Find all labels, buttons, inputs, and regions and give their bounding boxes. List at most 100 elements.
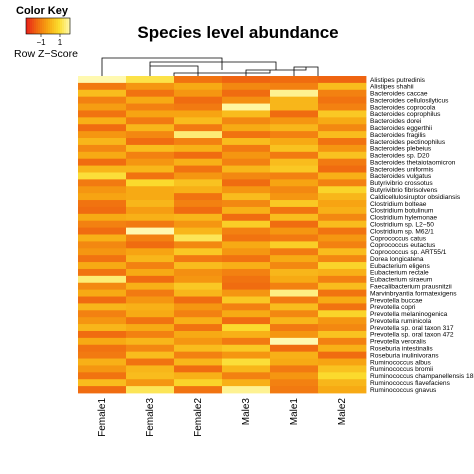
heatmap-cell [78, 76, 127, 84]
heatmap-cell [318, 82, 367, 91]
row-label: Prevotella melaninogenica [370, 311, 448, 318]
heatmap-cell [318, 200, 367, 208]
heatmap-cell [318, 268, 367, 277]
heatmap-cell [270, 317, 319, 325]
heatmap-cell [222, 124, 271, 132]
heatmap-cell [78, 220, 127, 229]
heatmap-cell [174, 138, 223, 146]
heatmap-cell [270, 200, 319, 208]
heatmap-cell [126, 262, 175, 270]
heatmap-cell [222, 275, 271, 284]
row-label: Caldicellulosiruptor obsidiansis [370, 194, 461, 201]
heatmap-cell [222, 289, 271, 297]
heatmap-cell [78, 193, 127, 201]
heatmap-cell [126, 158, 175, 166]
heatmap-cell [174, 158, 223, 166]
heatmap-cell [174, 213, 223, 222]
heatmap-cell [174, 330, 223, 339]
heatmap-cell [174, 289, 223, 297]
heatmap-cell [78, 324, 127, 332]
heatmap-cell [318, 330, 367, 339]
column-dendrogram [101, 57, 319, 76]
heatmap-cell [174, 172, 223, 180]
heatmap-cell [174, 220, 223, 229]
heatmap-cell [270, 165, 319, 173]
heatmap-cell [318, 138, 367, 146]
heatmap-cell [318, 193, 367, 201]
heatmap-cell [126, 165, 175, 173]
heatmap-cell [126, 82, 175, 91]
color-key-swatch [46, 18, 49, 34]
heatmap-cell [126, 110, 175, 118]
heatmap-cell [318, 151, 367, 160]
heatmap-cell [126, 358, 175, 366]
heatmap-cell [270, 110, 319, 118]
heatmap-cell [318, 303, 367, 311]
heatmap-cell [270, 144, 319, 153]
heatmap-cell [126, 138, 175, 146]
color-key-swatch [50, 18, 53, 34]
heatmap-cell [270, 96, 319, 104]
heatmap-cell [126, 172, 175, 180]
heatmap-cell [270, 89, 319, 98]
heatmap-cell [222, 82, 271, 91]
heatmap-cell [222, 358, 271, 366]
heatmap-cell [78, 365, 127, 373]
heatmap-cell [318, 289, 367, 297]
heatmap-cell [270, 186, 319, 194]
color-key-swatch [54, 18, 57, 34]
heatmap-cell [174, 193, 223, 201]
row-label: Prevotella buccae [370, 297, 423, 304]
row-label: Bacteroides cellulosilyticus [370, 97, 449, 104]
heatmap-cell [126, 296, 175, 304]
color-key-swatch [32, 18, 35, 34]
heatmap-cell [270, 351, 319, 359]
heatmap-cell [78, 82, 127, 91]
heatmap-cell [270, 372, 319, 380]
heatmap-cell [174, 386, 223, 394]
heatmap-cell [222, 337, 271, 346]
heatmap-cell [126, 206, 175, 215]
heatmap-cell [78, 330, 127, 339]
heatmap-cell [126, 117, 175, 125]
heatmap-cell [126, 241, 175, 249]
heatmap-cell [78, 234, 127, 242]
heatmap-cell [78, 103, 127, 111]
heatmap-cell [78, 344, 127, 353]
heatmap-cell [78, 303, 127, 311]
dendrogram-branch-female-pair [149, 65, 199, 76]
heatmap-cell [318, 379, 367, 387]
row-label: Dorea longicatena [370, 256, 424, 263]
heatmap-cell [270, 324, 319, 332]
heatmap-cell [270, 206, 319, 215]
heatmap-cell [270, 275, 319, 284]
heatmap-cell [78, 227, 127, 235]
heatmap-cell [222, 296, 271, 304]
row-label: Prevotella veroralis [370, 339, 427, 346]
heatmap-cell [222, 96, 271, 104]
heatmap-cell [318, 227, 367, 235]
heatmap-cell [222, 310, 271, 318]
heatmap-cell [174, 268, 223, 277]
heatmap-cell [318, 124, 367, 132]
heatmap-cell [318, 372, 367, 380]
heatmap-cell [318, 206, 367, 215]
heatmap-cell [174, 179, 223, 187]
column-label: Female3 [145, 398, 156, 437]
heatmap-cell [222, 165, 271, 173]
heatmap-cells [78, 76, 367, 394]
color-key-tick-label-high: 1 [58, 38, 63, 47]
heatmap-cell [174, 317, 223, 325]
row-label: Clostridium sp. L2−50 [370, 221, 434, 228]
heatmap-cell [318, 144, 367, 153]
chart-title: Species level abundance [137, 23, 338, 42]
heatmap-cell [174, 103, 223, 111]
heatmap-cell [270, 220, 319, 229]
row-label: Clostridium hylemonae [370, 215, 437, 222]
heatmap-cell [270, 386, 319, 394]
heatmap-cell [222, 110, 271, 118]
heatmap-cell [174, 234, 223, 242]
heatmap-cell [222, 76, 271, 84]
dendrogram-branch-top-join [174, 61, 277, 70]
